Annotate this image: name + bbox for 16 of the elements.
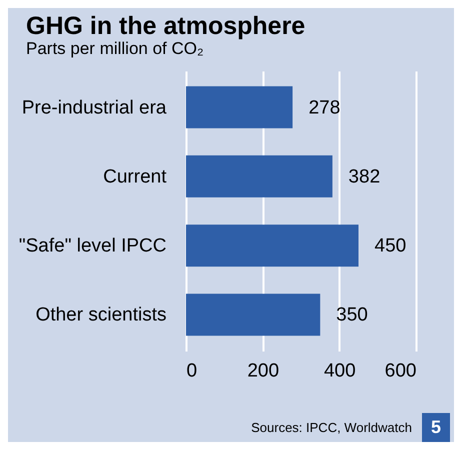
y-tick-label: "Safe" level IPCC	[18, 236, 166, 257]
x-tick-label: 0	[186, 360, 198, 382]
data-label: 278	[308, 97, 340, 118]
source-note: Sources: IPCC, Worldwatch	[251, 420, 412, 435]
y-tick-label: Current	[103, 166, 168, 188]
chart-subtitle: Parts per million of CO₂	[26, 39, 204, 58]
x-tick-label: 600	[384, 360, 416, 382]
y-tick-label: Other scientists	[36, 304, 166, 326]
chart-title: GHG in the atmosphere	[26, 12, 306, 40]
x-tick-label: 200	[247, 360, 280, 382]
text: 5	[422, 413, 450, 442]
x-tick-label: 400	[324, 360, 356, 382]
y-tick-label: Pre-industrial era	[22, 97, 167, 118]
data-label: 450	[374, 236, 406, 257]
data-label: 350	[336, 304, 368, 326]
data-label: 382	[348, 166, 380, 188]
